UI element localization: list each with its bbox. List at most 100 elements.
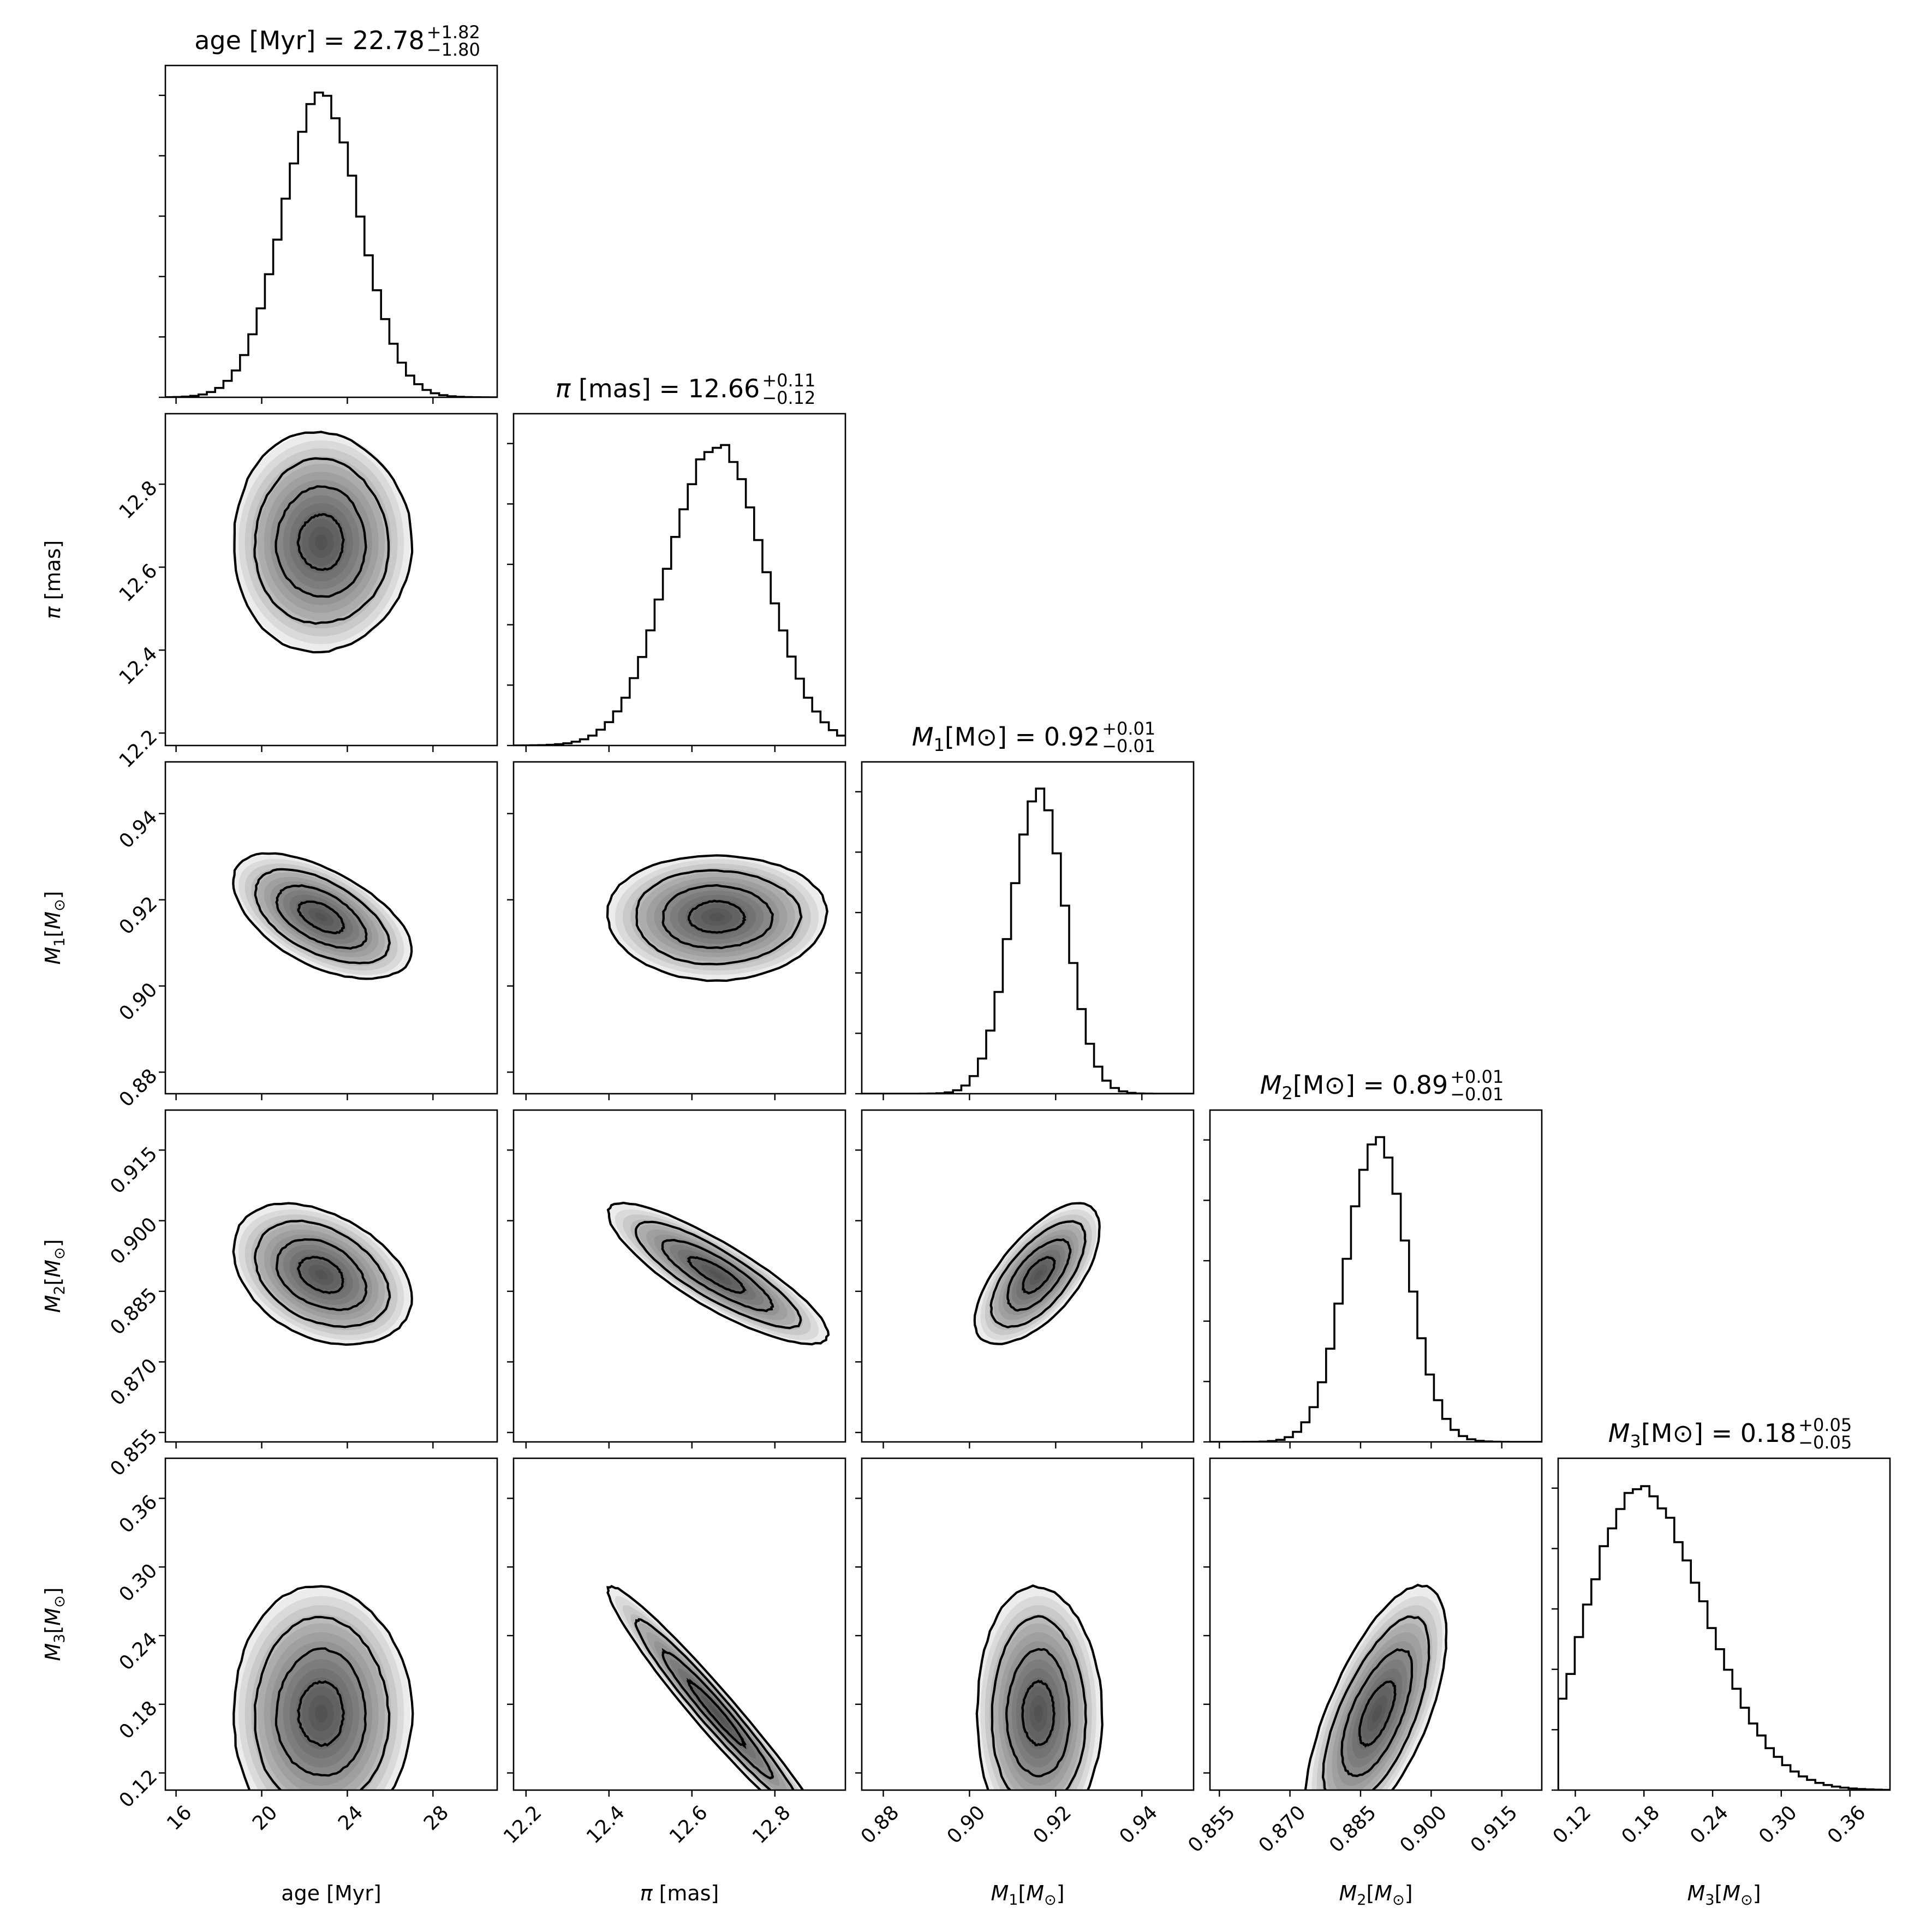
density-shade — [238, 1209, 404, 1340]
density-shade — [302, 903, 341, 931]
axes-frame — [1209, 1457, 1543, 1791]
density-shade — [302, 518, 341, 566]
hist-bin-m2 — [1384, 1158, 1392, 1442]
x-tick-label: 0.12 — [1549, 1802, 1596, 1848]
density-shade — [314, 1269, 328, 1280]
x-tick-label: 12.4 — [582, 1802, 629, 1848]
density-shade — [1327, 1623, 1428, 1790]
density-shade — [1346, 1659, 1408, 1768]
density-shade — [232, 1587, 410, 1790]
hist-bin-parallax — [796, 679, 804, 746]
hist-bin-age — [389, 344, 397, 397]
hist-bin-m1 — [1061, 905, 1069, 1094]
hist-bin-m2 — [1301, 1422, 1309, 1442]
x-tick-label: 0.915 — [1466, 1802, 1522, 1857]
hist-bin-age — [365, 255, 373, 397]
title-minus-parallax: −0.12 — [762, 387, 815, 408]
density-shade — [701, 908, 733, 926]
panel-age-vs-age: age [Myr] = 22.78 +1.82−1.80 — [159, 22, 498, 404]
density-shade — [980, 1596, 1096, 1790]
density-shade — [1352, 1668, 1403, 1759]
hist-bin-m3 — [1575, 1637, 1583, 1790]
density-shade — [998, 1229, 1079, 1320]
axes-frame — [512, 413, 846, 747]
density-shade — [693, 903, 741, 931]
density-shade — [989, 1219, 1088, 1331]
x-axis-label-m1: M1[M⊙] — [991, 1881, 1064, 1909]
y-tick-label: 0.90 — [115, 979, 162, 1025]
y-tick-label: 0.12 — [115, 1766, 162, 1812]
y-axis-label-m1: M1[M⊙] — [41, 891, 68, 964]
axes-frame — [861, 761, 1195, 1095]
hist-bin-m1 — [1019, 834, 1028, 1094]
hist-bin-parallax — [804, 697, 812, 746]
hist-bin-m3 — [1708, 1628, 1716, 1790]
hist-bin-m1 — [1077, 1009, 1086, 1094]
y-tick-label: 0.94 — [115, 806, 162, 853]
panel-m3-vs-age: 16 20 24 28 0.12 0.18 0.24 0.30 0.36 — [115, 1457, 498, 1835]
hist-bin-m1 — [978, 1059, 986, 1094]
contour-line — [254, 868, 391, 964]
density-m1-parallax — [606, 854, 828, 982]
contour-line — [232, 1585, 414, 1790]
hist-bin-m3 — [1799, 1776, 1807, 1790]
x-tick-label: 0.18 — [1617, 1802, 1664, 1848]
density-shade — [302, 1260, 341, 1290]
x-axis-label-m2: M2[M⊙] — [1339, 1881, 1412, 1909]
hist-bin-age — [240, 355, 248, 397]
density-shade — [283, 495, 360, 589]
density-shade — [646, 876, 788, 957]
density-shade — [314, 913, 328, 922]
density-shade — [283, 1659, 360, 1768]
hist-bin-m3 — [1591, 1579, 1600, 1790]
hist-step-line-parallax — [514, 444, 845, 746]
density-m1-age — [232, 852, 413, 980]
axes-frame — [512, 1109, 846, 1443]
density-shade — [245, 1605, 398, 1790]
density-shade — [670, 1659, 764, 1768]
hist-bin-m3 — [1683, 1560, 1691, 1790]
hist-bin-age — [373, 290, 381, 397]
hist-bin-parallax — [679, 509, 688, 746]
hist-bin-m3 — [1815, 1783, 1823, 1790]
density-shade — [295, 899, 347, 935]
density-shade — [264, 1229, 379, 1320]
x-tick-label: 12.8 — [748, 1802, 795, 1848]
density-shade — [1016, 1249, 1061, 1300]
x-tick-label: 28 — [420, 1802, 453, 1835]
hist-bin-age — [356, 217, 365, 397]
x-tick-label: 0.92 — [1029, 1802, 1076, 1848]
hist-bin-m3 — [1649, 1496, 1657, 1790]
contour-line — [661, 1238, 774, 1313]
panel-m1-vs-m1: M1[M⊙] = 0.92 +0.01−0.01 — [855, 718, 1195, 1100]
hist-bin-parallax — [812, 712, 820, 746]
hist-bin-m2 — [1426, 1375, 1434, 1442]
contour-line — [606, 854, 828, 982]
hist-bin-parallax — [696, 460, 704, 746]
axes-frame — [512, 761, 846, 1095]
hist-bin-parallax — [622, 697, 630, 746]
density-shade — [232, 1204, 410, 1345]
density-shade — [264, 472, 379, 613]
hist-bin-parallax — [837, 736, 845, 746]
hist-bin-age — [273, 240, 282, 397]
density-shade — [289, 895, 353, 940]
hist-bin-m1 — [970, 1076, 978, 1094]
hist-bin-m3 — [1674, 1542, 1683, 1790]
density-shade — [1307, 1587, 1448, 1790]
density-shade — [638, 1623, 796, 1790]
density-shade — [270, 881, 372, 953]
density-shade — [607, 854, 827, 980]
contour-line — [253, 1615, 391, 1790]
panel-parallax-vs-parallax: π [mas] = 12.66 +0.11−0.12 — [507, 370, 846, 752]
hist-bin-m3 — [1566, 1674, 1575, 1790]
density-shade — [1367, 1695, 1387, 1732]
contour-line — [687, 899, 747, 934]
contour-line — [634, 1220, 802, 1329]
x-tick-label: 0.94 — [1115, 1802, 1162, 1848]
hist-bin-parallax — [646, 630, 654, 746]
density-shade — [1316, 1605, 1438, 1790]
density-shade — [251, 456, 391, 629]
y-tick-label: 0.915 — [106, 1143, 162, 1198]
